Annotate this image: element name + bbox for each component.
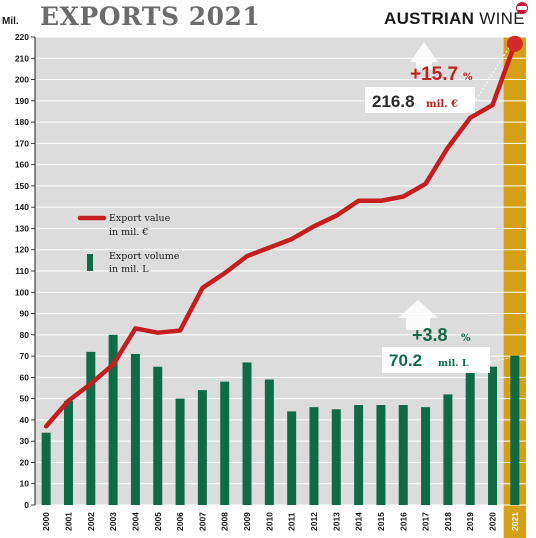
y-tick-label: 50 [20, 394, 30, 404]
y-tick-label: 160 [15, 160, 29, 170]
y-tick-label: 70 [20, 351, 30, 361]
legend-bar-swatch [87, 254, 93, 271]
volume-change-label: +3.8 [412, 325, 448, 345]
y-tick-label: 130 [15, 223, 29, 233]
bar [398, 405, 408, 505]
y-tick-label: 60 [20, 372, 30, 382]
x-tick-label: 2012 [309, 512, 319, 531]
bar [287, 411, 297, 505]
y-tick-label: 150 [15, 181, 29, 191]
y-tick-label: 110 [15, 266, 29, 276]
x-tick-label: 2008 [220, 512, 230, 531]
bar [175, 398, 185, 505]
y-tick-label: 80 [20, 330, 30, 340]
bar [465, 370, 475, 505]
y-tick-label: 30 [20, 436, 30, 446]
y-tick-label: 220 [15, 32, 29, 42]
x-tick-label: 2000 [41, 512, 51, 531]
value-total-label: 216.8 [372, 92, 415, 111]
brand-logo: AUSTRIAN WINE [384, 9, 525, 29]
x-tick-label: 2009 [242, 512, 252, 531]
bar [354, 405, 364, 505]
x-tick-label: 2005 [153, 512, 163, 531]
y-tick-label: 180 [15, 117, 29, 127]
x-tick-label: 2007 [197, 512, 207, 531]
y-tick-label: 20 [20, 457, 30, 467]
y-tick-label: 190 [15, 96, 29, 106]
bar [220, 381, 230, 505]
x-tick-label: 2013 [331, 512, 341, 531]
last-value-marker [506, 35, 523, 52]
x-tick-label: 2002 [86, 512, 96, 531]
x-tick-label: 2021 [510, 512, 520, 531]
legend-label: Export value [109, 213, 171, 224]
bar [488, 366, 498, 505]
x-tick-label: 2018 [443, 512, 453, 531]
volume-total-box [382, 347, 490, 373]
bar [443, 394, 453, 505]
y-tick-label: 210 [15, 53, 29, 63]
bar [376, 405, 386, 505]
x-tick-label: 2016 [398, 512, 408, 531]
x-tick-label: 2019 [465, 512, 475, 531]
value-change-label: +15.7 [410, 64, 458, 85]
bar [41, 432, 51, 505]
highlight-column [503, 37, 526, 538]
value-total-unit: mil. € [426, 99, 458, 110]
bar [197, 390, 207, 505]
bar [242, 362, 252, 505]
y-tick-label: 90 [20, 309, 30, 319]
legend-label: in mil. L [109, 264, 149, 275]
up-arrow-icon [398, 300, 438, 330]
x-tick-label: 2017 [421, 512, 431, 531]
bar [130, 353, 140, 505]
y-tick-label: 140 [15, 202, 29, 212]
legend-label: Export volume [109, 251, 180, 262]
volume-change-unit: % [461, 333, 471, 344]
value-change-unit: % [463, 72, 473, 83]
y-tick-label: 200 [15, 75, 29, 85]
x-tick-label: 2015 [376, 512, 386, 531]
up-arrow-icon [410, 42, 438, 70]
x-tick-label: 2003 [108, 512, 118, 531]
x-tick-label: 2001 [63, 512, 73, 531]
x-tick-label: 2004 [130, 512, 140, 531]
chart-title: EXPORTS 2021 [40, 2, 261, 31]
x-tick-label: 2020 [488, 512, 498, 531]
x-tick-label: 2014 [354, 512, 364, 531]
value-line [43, 41, 518, 429]
y-unit-label: Mil. [2, 16, 19, 27]
x-tick-label: 2011 [287, 512, 297, 531]
x-tick-label: 2006 [175, 512, 185, 531]
legend-label: in mil. € [109, 227, 148, 238]
bar [63, 400, 73, 505]
bar [108, 334, 118, 505]
bar [331, 409, 341, 505]
volume-total-unit: mil. L [438, 358, 469, 369]
y-tick-label: 100 [15, 287, 29, 297]
volume-total-label: 70.2 [389, 351, 422, 370]
bar [86, 351, 96, 505]
y-tick-label: 10 [20, 479, 30, 489]
brand-bold: AUSTRIAN [384, 9, 475, 28]
austria-flag-icon [516, 2, 528, 14]
bar [421, 407, 431, 505]
value-total-box [365, 87, 475, 113]
bar [309, 407, 319, 505]
bar [510, 355, 520, 505]
x-tick-label: 2010 [264, 512, 274, 531]
bar [264, 379, 274, 505]
volume-connector [489, 357, 510, 363]
bar [153, 366, 163, 505]
y-tick-label: 170 [15, 138, 29, 148]
y-tick-label: 0 [24, 500, 29, 510]
y-tick-label: 120 [15, 245, 29, 255]
brand-light: WINE [474, 9, 525, 28]
y-tick-label: 40 [20, 415, 30, 425]
